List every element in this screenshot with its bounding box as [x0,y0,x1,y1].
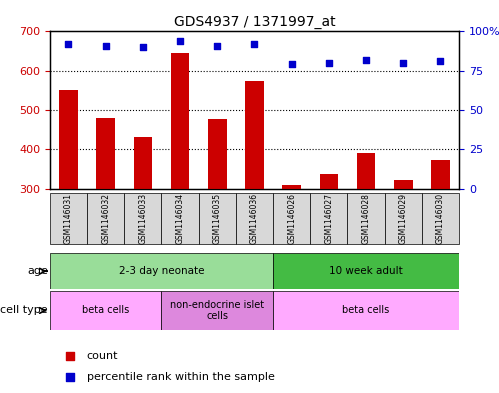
Text: GSM1146026: GSM1146026 [287,193,296,244]
FancyBboxPatch shape [50,253,273,289]
FancyBboxPatch shape [162,291,273,330]
FancyBboxPatch shape [87,193,124,244]
FancyBboxPatch shape [310,193,347,244]
FancyBboxPatch shape [124,193,162,244]
Text: count: count [87,351,118,361]
Point [399,60,407,66]
Text: cell type: cell type [0,305,48,316]
FancyBboxPatch shape [162,193,199,244]
Point [437,58,445,64]
FancyBboxPatch shape [236,193,273,244]
FancyBboxPatch shape [50,193,87,244]
Point [362,57,370,63]
Bar [96,118,115,189]
Point [66,353,74,359]
Text: GSM1146028: GSM1146028 [362,193,371,244]
Text: age: age [27,266,48,276]
Point [288,61,296,68]
Point [64,41,72,47]
FancyBboxPatch shape [273,291,459,330]
Point [176,38,184,44]
FancyBboxPatch shape [422,193,459,244]
Text: 2-3 day neonate: 2-3 day neonate [119,266,204,276]
Text: GSM1146032: GSM1146032 [101,193,110,244]
FancyBboxPatch shape [385,193,422,244]
Text: GSM1146030: GSM1146030 [436,193,445,244]
Text: beta cells: beta cells [342,305,390,316]
Text: 10 week adult: 10 week adult [329,266,403,276]
Point [213,42,221,49]
Point [139,44,147,50]
Point [102,42,110,49]
Bar [431,160,450,189]
Text: non-endocrine islet
cells: non-endocrine islet cells [170,300,264,321]
FancyBboxPatch shape [199,193,236,244]
Bar [59,90,78,189]
Text: GSM1146031: GSM1146031 [64,193,73,244]
Bar [171,53,190,189]
FancyBboxPatch shape [273,193,310,244]
Bar [282,185,301,189]
FancyBboxPatch shape [50,291,162,330]
Bar [208,119,227,189]
Text: beta cells: beta cells [82,305,129,316]
Text: GSM1146033: GSM1146033 [138,193,147,244]
Text: GSM1146027: GSM1146027 [324,193,333,244]
Point [250,41,258,47]
Text: GSM1146035: GSM1146035 [213,193,222,244]
Title: GDS4937 / 1371997_at: GDS4937 / 1371997_at [174,15,335,29]
Point [325,60,333,66]
Bar [394,180,413,189]
Text: GSM1146029: GSM1146029 [399,193,408,244]
Bar [319,174,338,189]
Text: GSM1146034: GSM1146034 [176,193,185,244]
Bar [245,81,264,189]
Text: GSM1146036: GSM1146036 [250,193,259,244]
Point [66,374,74,380]
FancyBboxPatch shape [273,253,459,289]
Bar [357,153,375,189]
FancyBboxPatch shape [347,193,385,244]
Bar [134,137,152,189]
Text: percentile rank within the sample: percentile rank within the sample [87,372,274,382]
